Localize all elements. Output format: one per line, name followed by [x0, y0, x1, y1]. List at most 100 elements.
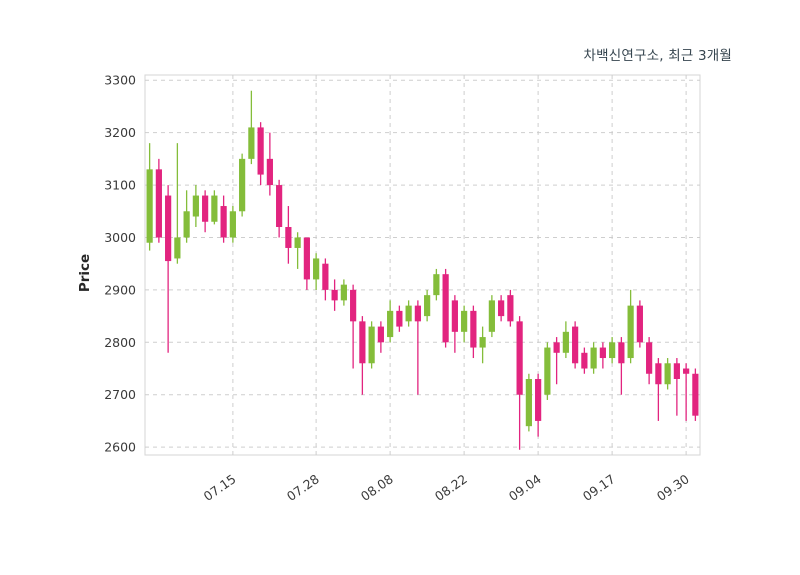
- candlestick: [229, 206, 236, 243]
- candle-body: [683, 368, 690, 374]
- candle-body: [313, 258, 320, 280]
- candle-body: [507, 295, 514, 322]
- candlestick: [239, 153, 246, 217]
- y-tick-label: 2700: [104, 387, 136, 402]
- candle-body: [340, 284, 347, 301]
- candlestick: [433, 268, 440, 301]
- candlestick: [322, 258, 329, 301]
- candlestick: [516, 316, 523, 450]
- candlestick: [673, 358, 680, 416]
- candle-body: [599, 347, 606, 359]
- candlestick: [340, 279, 347, 306]
- candle-body: [470, 310, 477, 348]
- candlestick: [211, 190, 218, 225]
- candlestick: [257, 122, 264, 186]
- candlestick: [405, 300, 412, 327]
- candle-body: [562, 331, 569, 353]
- candle-body: [581, 352, 588, 369]
- candlestick: [377, 321, 384, 353]
- candle-body: [211, 195, 218, 222]
- candle-body: [322, 263, 329, 290]
- candlestick: [692, 368, 699, 421]
- candlestick: [303, 237, 310, 290]
- candle-body: [627, 305, 634, 359]
- candle-body: [442, 274, 449, 343]
- y-tick-label: 3100: [104, 178, 136, 193]
- candlestick: [572, 321, 579, 369]
- candle-body: [266, 158, 273, 186]
- candlestick: [655, 358, 662, 421]
- candlestick: [618, 337, 625, 395]
- candle-body: [544, 347, 551, 395]
- candle-body: [553, 342, 560, 353]
- candlestick: [507, 289, 514, 327]
- candlestick: [248, 90, 255, 165]
- candle-body: [673, 363, 680, 379]
- candle-body: [368, 326, 375, 364]
- candlestick: [165, 185, 172, 353]
- candlestick: [368, 321, 375, 369]
- candlestick: [599, 342, 606, 369]
- candle-body: [646, 342, 653, 374]
- candlestick: [294, 232, 301, 269]
- candle-body: [155, 169, 162, 238]
- candle-body: [525, 379, 532, 427]
- y-tick-label: 3200: [104, 125, 136, 140]
- candlestick: [581, 347, 588, 374]
- candle-body: [192, 195, 199, 217]
- candlestick: [350, 284, 357, 369]
- candlestick: [664, 358, 671, 390]
- candlestick: [313, 253, 320, 290]
- candle-body: [303, 237, 310, 280]
- x-tick-label: 08.08: [358, 471, 396, 504]
- candle-body: [220, 206, 227, 238]
- candle-body: [535, 379, 542, 421]
- candlestick: [683, 363, 690, 421]
- candlestick: [442, 268, 449, 348]
- candlestick: [276, 179, 283, 238]
- candle-body: [609, 342, 616, 359]
- plot-area: [144, 74, 701, 456]
- candlestick: [488, 295, 495, 338]
- x-tick-label: 07.15: [201, 471, 239, 504]
- candle-body: [285, 227, 292, 248]
- candlestick: [202, 190, 209, 233]
- candle-body: [692, 373, 699, 416]
- candle-body: [276, 185, 283, 227]
- candlestick: [220, 195, 227, 243]
- candle-body: [433, 274, 440, 296]
- candle-body: [331, 289, 338, 301]
- x-tick-label: 09.30: [654, 471, 692, 504]
- candle-body: [165, 195, 172, 262]
- candle-body: [636, 305, 643, 343]
- candlestick: [461, 305, 468, 343]
- candlestick: [387, 300, 394, 343]
- candle-body: [451, 300, 458, 332]
- candlestick: [183, 190, 190, 243]
- y-tick-label: 2600: [104, 440, 136, 455]
- candle-body: [479, 337, 486, 348]
- candle-body: [590, 347, 597, 369]
- candle-body: [183, 211, 190, 238]
- candle-body: [405, 305, 412, 322]
- candlestick: [627, 289, 634, 364]
- candlestick: [562, 321, 569, 359]
- candlestick: [331, 279, 338, 311]
- candlestick: [535, 373, 542, 437]
- candlestick: [553, 337, 560, 385]
- candlestick: [266, 132, 273, 196]
- candlestick: [525, 373, 532, 432]
- x-tick-label: 09.17: [580, 471, 618, 504]
- y-tick-label: 2800: [104, 335, 136, 350]
- candle-body: [664, 363, 671, 385]
- candle-body: [257, 127, 264, 175]
- candlestick: [646, 337, 653, 385]
- candle-body: [516, 321, 523, 395]
- candle-body: [572, 326, 579, 364]
- candle-body: [174, 237, 181, 259]
- candlestick: [424, 289, 431, 322]
- candlestick: [285, 206, 292, 264]
- candlestick: [470, 305, 477, 359]
